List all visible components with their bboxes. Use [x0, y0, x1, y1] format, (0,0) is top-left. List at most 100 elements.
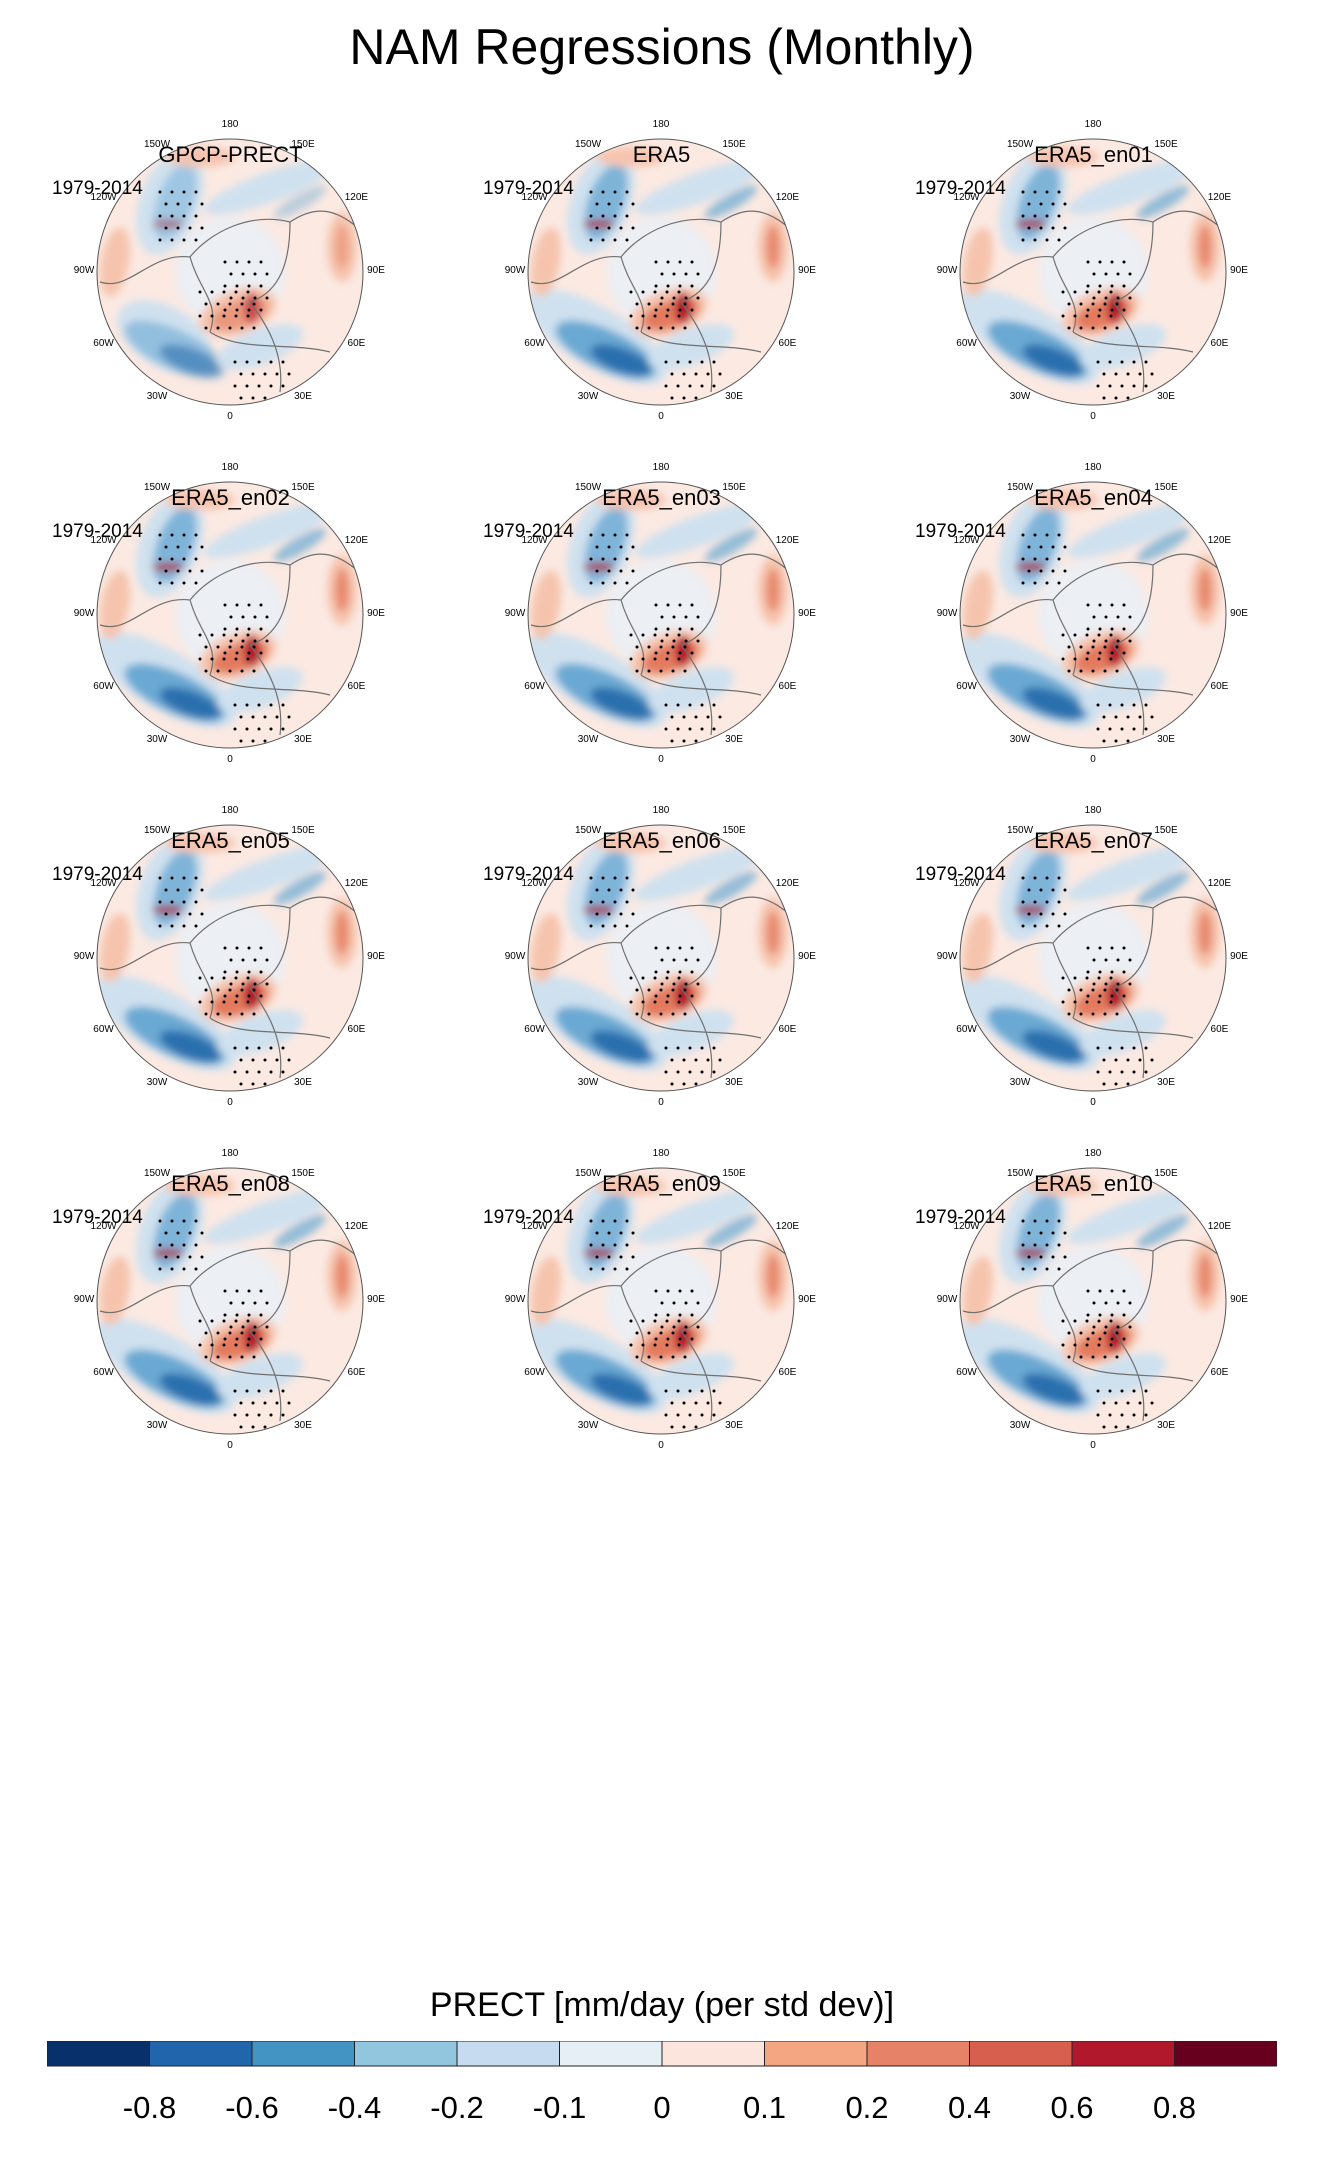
- longitude-label: 90E: [798, 265, 816, 276]
- longitude-label: 30W: [577, 1420, 599, 1432]
- longitude-label: 0: [227, 1440, 233, 1451]
- longitude-label: 60W: [524, 338, 545, 349]
- polar-map: [959, 824, 1227, 1092]
- longitude-label: 120W: [521, 535, 548, 546]
- longitude-label: 150W: [574, 824, 602, 836]
- panel-title: ERA5_en07: [1034, 828, 1153, 853]
- panel-title: ERA5_en02: [171, 485, 290, 510]
- map-panel: ERA5_en05 1979-2014 180 150E 120E 90E 60E 30E 0 3…: [10, 686, 451, 1160]
- longitude-label: 90E: [367, 951, 385, 962]
- longitude-label: 120W: [90, 1221, 117, 1232]
- longitude-label: 150W: [574, 138, 602, 150]
- longitude-label: 60E: [778, 681, 797, 692]
- longitude-label: 120W: [953, 535, 980, 546]
- longitude-label: 120E: [1207, 535, 1232, 546]
- map-boundary: [96, 138, 364, 406]
- panel-title: ERA5: [632, 142, 691, 167]
- longitude-label: 60W: [524, 1367, 545, 1378]
- longitude-label: 120W: [521, 192, 548, 203]
- longitude-label: 0: [1090, 1097, 1096, 1108]
- longitude-label: 30W: [1009, 1077, 1031, 1089]
- longitude-label: 150W: [574, 1167, 602, 1179]
- longitude-label: 120W: [90, 535, 117, 546]
- longitude-label: 150E: [722, 1167, 746, 1179]
- longitude-label: 150W: [1006, 138, 1034, 150]
- longitude-label: 90E: [367, 1294, 385, 1305]
- precip-field: [528, 825, 794, 1091]
- colorbar-swatch: [149, 2041, 253, 2067]
- longitude-label: 120E: [775, 878, 800, 889]
- page-title: NAM Regressions (Monthly): [349, 19, 975, 75]
- colorbar-tick-label: -0.2: [430, 2090, 484, 2125]
- map-panel: ERA5_en08 1979-2014 180 150E 120E 90E 60E 30E 0 3…: [10, 1029, 451, 1503]
- colorbar-tick-label: -0.6: [225, 2090, 279, 2125]
- map-panel: ERA5 1979-2014 180 150E 120E 90E 60E 30E 0 30W 60W…: [441, 0, 882, 474]
- longitude-label: 60W: [956, 1367, 977, 1378]
- map-boundary: [96, 1167, 364, 1435]
- panel-period: 1979-2014: [52, 1207, 143, 1228]
- longitude-label: 0: [658, 1440, 664, 1451]
- significance-stippling: [1021, 533, 1154, 743]
- colorbar-swatch: [354, 2041, 458, 2067]
- longitude-label: 30W: [146, 734, 168, 746]
- longitude-label: 0: [658, 411, 664, 422]
- colorbar-swatch: [251, 2041, 355, 2067]
- panel-period: 1979-2014: [52, 864, 143, 885]
- longitude-label: 90E: [798, 1294, 816, 1305]
- longitude-label: 0: [227, 754, 233, 765]
- longitude-label: 120W: [521, 1221, 548, 1232]
- longitude-label: 0: [658, 754, 664, 765]
- longitude-label: 90W: [73, 608, 95, 619]
- longitude-label: 90E: [1230, 1294, 1248, 1305]
- longitude-label: 60W: [956, 681, 977, 692]
- polar-map: [959, 1167, 1227, 1435]
- longitude-label: 30E: [1157, 1077, 1175, 1089]
- longitude-label: 150W: [143, 138, 171, 150]
- coastline: [962, 210, 1226, 393]
- coastline: [99, 896, 363, 1079]
- longitude-label: 90E: [1230, 265, 1248, 276]
- map-boundary: [959, 824, 1227, 1092]
- longitude-label: 150E: [1154, 1167, 1178, 1179]
- significance-stippling: [589, 190, 722, 400]
- longitude-label: 30E: [294, 1420, 312, 1432]
- coastline: [530, 896, 794, 1079]
- longitude-label: 90E: [798, 951, 816, 962]
- colorbar: [47, 2041, 1277, 2067]
- longitude-label: 90W: [936, 265, 958, 276]
- panel-period: 1979-2014: [915, 521, 1006, 542]
- longitude-label: 120E: [344, 535, 369, 546]
- colorbar-swatch: [456, 2041, 560, 2067]
- longitude-label: 150E: [1154, 824, 1178, 836]
- longitude-label: 30W: [577, 734, 599, 746]
- longitude-label: 60E: [347, 338, 366, 349]
- longitude-label: 0: [1090, 754, 1096, 765]
- longitude-label: 90W: [504, 951, 526, 962]
- precip-field: [528, 1168, 794, 1434]
- longitude-label: 120E: [344, 1221, 369, 1232]
- longitude-label: 0: [227, 411, 233, 422]
- map-boundary: [959, 138, 1227, 406]
- panel-period: 1979-2014: [483, 864, 574, 885]
- longitude-label: 150W: [1006, 824, 1034, 836]
- panel-title: ERA5_en06: [602, 828, 721, 853]
- map-boundary: [959, 1167, 1227, 1435]
- polar-map: [527, 481, 795, 749]
- longitude-label: 60W: [956, 338, 977, 349]
- panel-title: ERA5_en09: [602, 1171, 721, 1196]
- colorbar-tick-label: -0.4: [327, 2090, 382, 2125]
- longitude-label: 150E: [291, 138, 315, 150]
- longitude-label: 180: [652, 119, 670, 130]
- longitude-label: 60E: [1210, 1024, 1229, 1035]
- longitude-label: 120W: [521, 878, 548, 889]
- colorbar-swatch: [764, 2041, 868, 2067]
- colorbar-swatch: [661, 2041, 765, 2067]
- map-panel: ERA5_en04 1979-2014 180 150E 120E 90E 60E 30E 0 3…: [873, 343, 1314, 817]
- precip-field: [528, 139, 794, 405]
- significance-stippling: [158, 190, 291, 400]
- coastline: [530, 1239, 794, 1422]
- longitude-label: 60E: [347, 681, 366, 692]
- map-boundary: [527, 138, 795, 406]
- longitude-label: 150E: [722, 481, 746, 493]
- longitude-label: 60W: [93, 1367, 114, 1378]
